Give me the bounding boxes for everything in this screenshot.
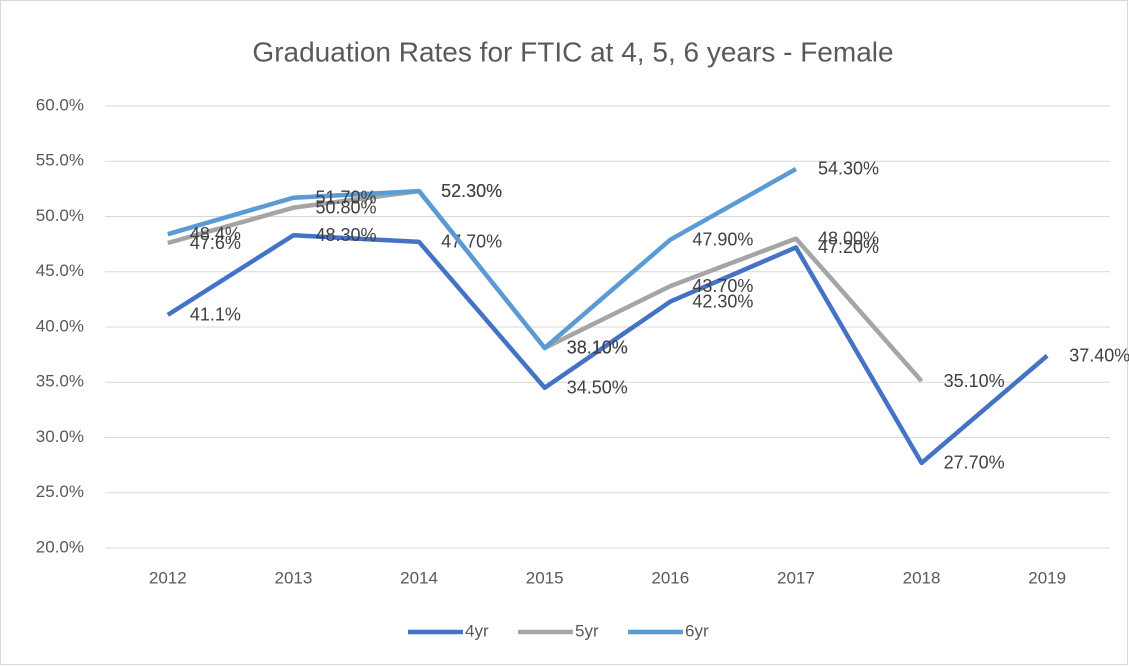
data-label: 47.6% (190, 233, 241, 253)
legend-label: 5yr (575, 621, 599, 640)
data-label: 38.10% (567, 338, 628, 358)
y-tick-label: 20.0% (36, 537, 84, 556)
data-label: 52.30% (441, 181, 502, 201)
data-label: 42.30% (692, 291, 753, 311)
y-tick-label: 25.0% (36, 482, 84, 501)
x-tick-label: 2014 (400, 568, 438, 587)
x-tick-label: 2017 (777, 568, 815, 587)
x-tick-label: 2013 (275, 568, 313, 587)
legend-label: 4yr (465, 621, 489, 640)
x-tick-label: 2018 (903, 568, 941, 587)
series-line (166, 233, 1049, 466)
y-tick-label: 50.0% (36, 206, 84, 225)
x-tick-label: 2015 (526, 568, 564, 587)
chart-title: Graduation Rates for FTIC at 4, 5, 6 yea… (252, 36, 893, 67)
legend-label: 6yr (685, 621, 709, 640)
data-label: 43.70% (692, 276, 753, 296)
data-label: 48.00% (818, 228, 879, 248)
data-label: 48.30% (315, 225, 376, 245)
x-tick-label: 2016 (651, 568, 689, 587)
series-line (167, 167, 798, 351)
data-label: 35.10% (944, 371, 1005, 391)
data-label: 37.40% (1069, 345, 1129, 365)
y-tick-label: 60.0% (36, 95, 84, 114)
data-label: 50.80% (315, 197, 376, 217)
data-label: 38.10% (567, 338, 628, 358)
x-tick-label: 2012 (149, 568, 187, 587)
data-label: 34.50% (567, 378, 628, 398)
data-label: 54.30% (818, 159, 879, 179)
data-label: 48.4% (190, 224, 241, 244)
data-label: 41.1% (190, 305, 241, 325)
y-tick-label: 30.0% (36, 427, 84, 446)
y-tick-label: 45.0% (36, 261, 84, 280)
x-tick-label: 2019 (1028, 568, 1066, 587)
data-label: 27.70% (944, 453, 1005, 473)
data-label: 52.30% (441, 181, 502, 201)
y-tick-label: 55.0% (36, 151, 84, 170)
data-label: 47.20% (818, 237, 879, 257)
data-label: 51.70% (315, 187, 376, 207)
data-label: 47.90% (692, 229, 753, 249)
data-label: 47.70% (441, 232, 502, 252)
y-tick-label: 35.0% (36, 372, 84, 391)
y-tick-label: 40.0% (36, 316, 84, 335)
